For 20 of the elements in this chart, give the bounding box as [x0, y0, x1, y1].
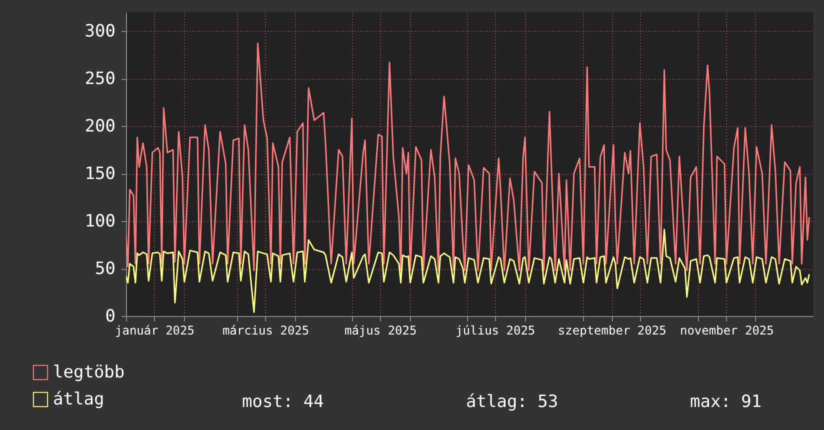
y-tick-label: 200 [84, 116, 116, 136]
text: átlag: 53 [466, 392, 558, 412]
y-tick-label: 150 [84, 164, 116, 184]
x-tick-label: március 2025 [222, 324, 310, 338]
x-tick-label: november 2025 [680, 324, 774, 338]
y-tick-label: 0 [105, 306, 116, 326]
line-series [126, 42, 810, 272]
legend-label: átlag [53, 390, 104, 410]
y-tick-label: 100 [84, 212, 116, 232]
y-tick-label: 300 [84, 22, 116, 42]
x-tick-label: szeptember 2025 [558, 324, 666, 338]
x-tick-label: január 2025 [114, 324, 194, 338]
y-tick-label: 50 [95, 259, 116, 279]
y-tick-label: 250 [84, 69, 116, 89]
x-tick-label: május 2025 [344, 324, 417, 338]
line-series [126, 228, 810, 313]
legend-label: legtöbb [53, 362, 125, 382]
text: max: 91 [690, 392, 762, 412]
x-tick-label: július 2025 [456, 324, 536, 338]
text: most: 44 [242, 392, 324, 412]
